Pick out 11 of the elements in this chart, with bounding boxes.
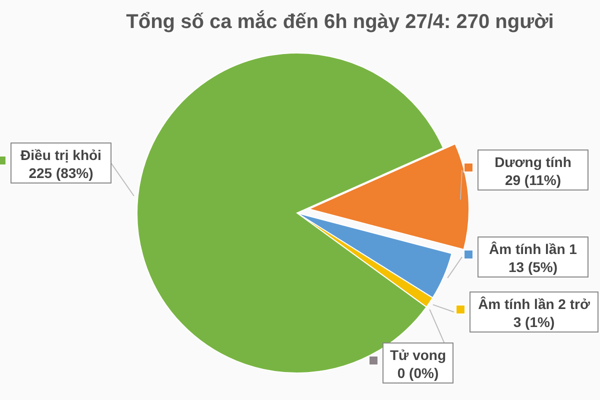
legend-label: Âm tính lần 1 — [489, 241, 578, 257]
data-label: 3 (1%) — [513, 314, 555, 330]
legend-label: Điều trị khỏi — [20, 147, 102, 163]
data-label: 29 (11%) — [504, 172, 562, 188]
legend-label: Dương tính — [494, 154, 572, 170]
text: 0 (0%) — [397, 365, 439, 381]
data-label: 13 (5%) — [508, 259, 558, 275]
data-label: 225 (83%) — [28, 165, 94, 181]
chart-title: Tổng số ca mắc đến 6h ngày 27/4: 270 người — [126, 10, 554, 33]
legend-label: Âm tính lần 2 trở — [478, 296, 590, 312]
legend-label: Tử vong — [390, 347, 446, 363]
